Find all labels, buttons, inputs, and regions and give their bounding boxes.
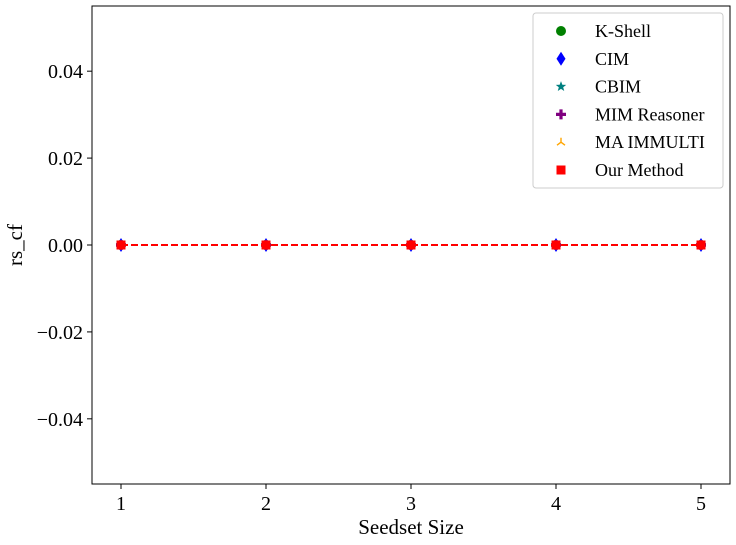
legend-item: CIM [556, 49, 629, 69]
x-tick-label: 2 [261, 493, 271, 515]
x-tick-label: 3 [406, 493, 416, 515]
legend-marker [556, 26, 566, 36]
legend-marker [556, 165, 566, 175]
legend-label: CBIM [595, 77, 641, 97]
legend-label: MA IMMULTI [595, 132, 705, 152]
data-point [696, 240, 706, 250]
y-tick-label: 0.00 [48, 235, 83, 257]
y-tick-label: −0.04 [37, 409, 83, 431]
legend-item: K-Shell [556, 21, 651, 41]
y-tick-label: −0.02 [37, 322, 83, 344]
axis-ticks: 1 2 3 4 5 0.04 0.02 0.00 −0.02 −0.04 [37, 61, 706, 515]
legend: K-Shell CIM CBIM MIM Reasoner MA IMMULTI Our … [532, 12, 724, 189]
y-tick-label: 0.04 [48, 61, 83, 83]
y-tick-label: 0.02 [48, 148, 83, 170]
series-our-method [116, 240, 706, 250]
legend-item: MIM Reasoner [556, 104, 704, 124]
x-tick-label: 1 [116, 493, 126, 515]
data-point [261, 240, 271, 250]
data-point [406, 240, 416, 250]
legend-marker [556, 51, 566, 66]
legend-item: MA IMMULTI [556, 132, 705, 152]
legend-marker [556, 109, 567, 120]
legend-item: Our Method [556, 160, 684, 180]
data-point [116, 240, 126, 250]
legend-label: Our Method [595, 160, 684, 180]
legend-marker [556, 137, 566, 146]
data-point [551, 240, 561, 250]
legend-label: CIM [595, 49, 629, 69]
data-series [115, 238, 707, 252]
x-axis-label: Seedset Size [358, 515, 464, 539]
legend-box [532, 12, 724, 189]
x-tick-label: 5 [696, 493, 706, 515]
x-tick-label: 4 [551, 493, 561, 515]
legend-item: CBIM [555, 77, 641, 97]
legend-label: MIM Reasoner [595, 104, 704, 124]
legend-label: K-Shell [595, 21, 651, 41]
y-axis-label: rs_cf [3, 224, 27, 266]
legend-marker [555, 81, 567, 92]
plot-frame [91, 5, 731, 485]
